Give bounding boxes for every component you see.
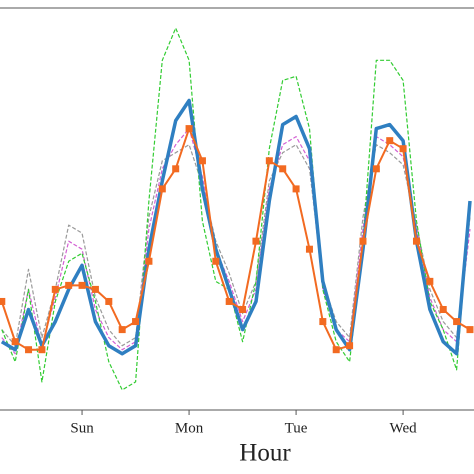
series-line — [1, 27, 471, 391]
series-marker — [426, 277, 434, 285]
series-marker — [91, 285, 99, 293]
series-marker — [399, 145, 407, 153]
series-marker — [453, 318, 461, 326]
series-marker — [412, 237, 420, 245]
x-axis-label: Hour — [239, 440, 291, 467]
series-marker — [305, 245, 313, 253]
series-marker — [292, 185, 300, 193]
series-marker — [279, 165, 287, 173]
series-marker — [65, 281, 73, 289]
x-tick-label: Sun — [70, 420, 94, 436]
x-tick-label: Mon — [175, 420, 204, 436]
series-line — [0, 98, 472, 356]
series-marker — [386, 137, 394, 145]
series-marker — [332, 346, 340, 354]
series-marker — [185, 125, 193, 133]
series-marker — [212, 257, 220, 265]
series-line — [1, 144, 471, 347]
series-marker — [38, 346, 46, 354]
series-marker — [252, 237, 260, 245]
series-marker — [132, 318, 140, 326]
series-marker — [11, 338, 19, 346]
series-marker — [346, 342, 354, 350]
series-marker — [158, 185, 166, 193]
series-marker — [239, 306, 247, 313]
series-marker — [172, 165, 180, 173]
series-marker — [105, 297, 113, 305]
series-marker — [198, 157, 206, 165]
series-marker — [25, 346, 33, 354]
series-marker — [225, 297, 233, 305]
series-marker — [78, 281, 86, 289]
series-marker — [145, 257, 153, 265]
series-marker — [466, 326, 474, 334]
series-marker — [439, 306, 447, 313]
series-marker — [359, 237, 367, 245]
series-marker — [265, 157, 273, 165]
x-tick-label: Tue — [285, 420, 308, 436]
series-marker — [51, 285, 59, 293]
x-tick-label: Wed — [390, 420, 418, 436]
series-marker — [319, 318, 327, 326]
series-line — [1, 128, 471, 355]
series-marker — [118, 326, 126, 334]
series-marker — [0, 297, 6, 305]
series-marker — [372, 165, 380, 173]
